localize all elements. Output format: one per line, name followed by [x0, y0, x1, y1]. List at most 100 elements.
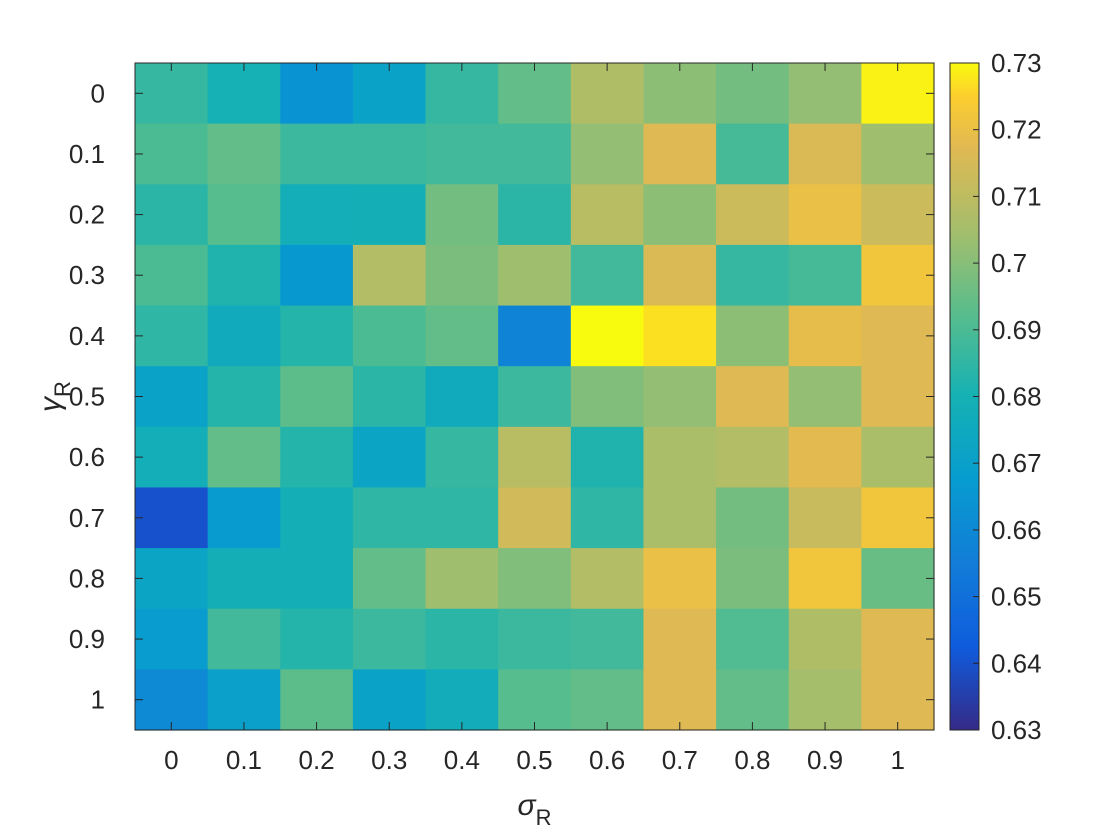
heatmap-cell [280, 669, 354, 731]
x-tick-label: 0.7 [662, 745, 698, 775]
heatmap-cell [643, 487, 717, 549]
heatmap-cell [861, 366, 935, 428]
heatmap-cell [352, 426, 427, 489]
heatmap-cell [280, 63, 354, 125]
heatmap-cell [716, 366, 790, 428]
y-tick-label: 1 [91, 685, 105, 715]
heatmap-cell [135, 63, 209, 125]
colorbar-tick-label: 0.69 [991, 315, 1042, 345]
heatmap-cell [643, 426, 717, 489]
heatmap-cell [498, 305, 572, 367]
heatmap-cell [498, 608, 572, 670]
y-tick-label: 0.7 [69, 503, 105, 533]
heatmap-cell [716, 608, 790, 670]
heatmap-cell [643, 305, 717, 367]
heatmap-cell [788, 123, 862, 185]
colorbar-tick-label: 0.68 [991, 382, 1042, 412]
heatmap-cell [280, 123, 354, 185]
heatmap-cell [861, 184, 935, 246]
heatmap-cell [352, 669, 427, 731]
heatmap-cell [207, 184, 281, 246]
heatmap-cell [425, 244, 499, 307]
y-axis-symbol: γ [34, 395, 67, 412]
heatmap-cell [352, 608, 427, 670]
y-tick-labels: 0 0.1 0.2 0.3 0.4 0.5 0.6 0.7 0.8 0.9 1 [69, 78, 105, 714]
heatmap-cell [643, 366, 717, 428]
y-tick-label: 0.3 [69, 260, 105, 290]
heatmap-cell [788, 244, 862, 307]
heatmap-cell [861, 426, 935, 489]
heatmap-cell [425, 184, 499, 246]
heatmap-cell [135, 426, 209, 489]
heatmap-cell [352, 366, 427, 428]
colorbar-tick-label: 0.64 [991, 648, 1042, 678]
heatmap-cell [570, 63, 645, 125]
heatmap-cell [570, 487, 645, 549]
heatmap-cell [207, 426, 281, 489]
x-tick-label: 0.6 [589, 745, 625, 775]
heatmap-cell [716, 548, 790, 610]
heatmap-cell [861, 63, 935, 125]
y-tick-label: 0.1 [69, 139, 105, 169]
y-axis-subscript: R [50, 381, 75, 397]
heatmap-cell [861, 669, 935, 731]
heatmap-cell [716, 426, 790, 489]
heatmap-cell [280, 426, 354, 489]
heatmap-cell [570, 123, 645, 185]
heatmap-cell [788, 487, 862, 549]
heatmap-cell [788, 608, 862, 670]
heatmap-cell [135, 244, 209, 307]
heatmap-cell [643, 184, 717, 246]
x-tick-label: 0 [164, 745, 178, 775]
heatmap-cell [498, 548, 572, 610]
heatmap-cell [716, 63, 790, 125]
x-axis-symbol: σ [518, 789, 538, 822]
x-tick-labels: 0 0.1 0.2 0.3 0.4 0.5 0.6 0.7 0.8 0.9 1 [164, 745, 905, 775]
plot-ticks [135, 63, 934, 730]
heatmap-cell [280, 366, 354, 428]
heatmap-cell [570, 426, 645, 489]
heatmap-cell [425, 426, 499, 489]
y-tick-label: 0.5 [69, 382, 105, 412]
colorbar-tick-label: 0.63 [991, 715, 1042, 745]
heatmap-cell [207, 608, 281, 670]
heatmap-cell [280, 305, 354, 367]
heatmap-cell [425, 123, 499, 185]
heatmap-cell [280, 548, 354, 610]
heatmap-cell [570, 244, 645, 307]
heatmap-cell [135, 123, 209, 185]
x-tick-label: 0.9 [807, 745, 843, 775]
heatmap-cell [716, 305, 790, 367]
heatmap-cell [135, 366, 209, 428]
heatmap-cell [207, 669, 281, 731]
colorbar-tick-label: 0.65 [991, 582, 1042, 612]
colorbar-ticks: 0.63 0.64 0.65 0.66 0.67 0.68 0.69 0.7 0.71 0.72 0… [973, 48, 1042, 745]
heatmap-cell [643, 123, 717, 185]
heatmap-cell [425, 366, 499, 428]
heatmap-cell [425, 548, 499, 610]
colorbar-tick-label: 0.73 [991, 48, 1042, 78]
y-tick-label: 0.6 [69, 442, 105, 472]
y-tick-label: 0.9 [69, 624, 105, 654]
heatmap-cell [643, 548, 717, 610]
heatmap-cell [788, 305, 862, 367]
y-tick-label: 0.8 [69, 563, 105, 593]
heatmap-cell [425, 608, 499, 670]
heatmap-cell [498, 63, 572, 125]
x-tick-label: 0.1 [226, 745, 262, 775]
x-tick-label: 0.5 [516, 745, 552, 775]
heatmap-cell [352, 184, 427, 246]
y-tick-label: 0.2 [69, 200, 105, 230]
heatmap-cell [425, 305, 499, 367]
heatmap-cell [716, 123, 790, 185]
heatmap-cell [352, 305, 427, 367]
heatmap-cell [861, 244, 935, 307]
heatmap-cell [788, 184, 862, 246]
heatmap-cell [280, 487, 354, 549]
heatmap-cell [207, 244, 281, 307]
heatmap-cell [352, 63, 427, 125]
y-tick-label: 0 [91, 78, 105, 108]
heatmap-cell [498, 123, 572, 185]
heatmap-cell [716, 669, 790, 731]
